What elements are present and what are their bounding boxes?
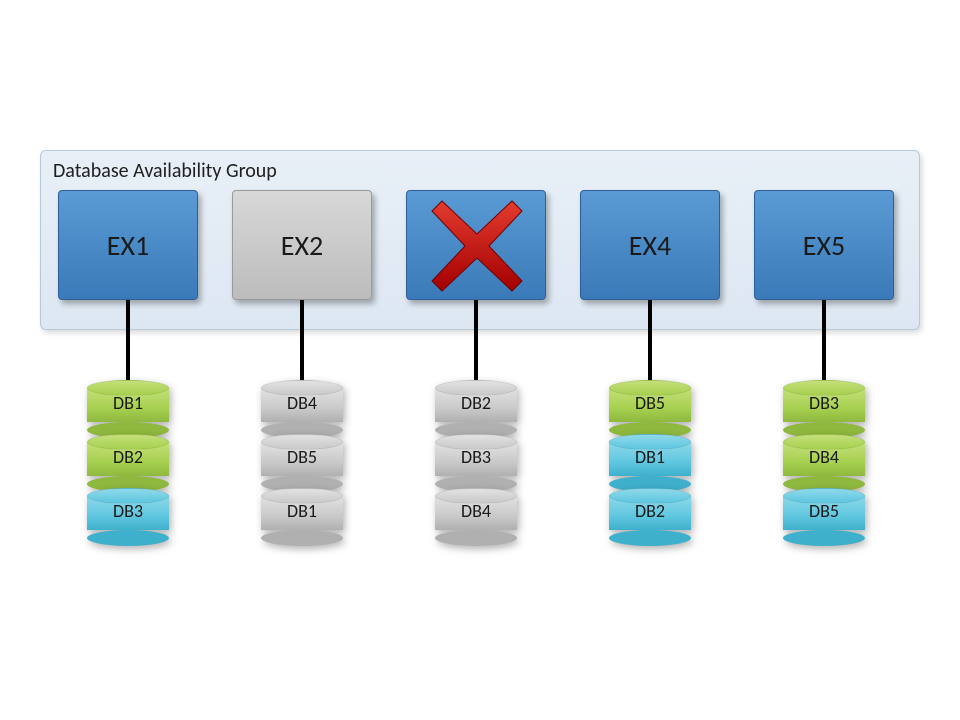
server-label: EX2 xyxy=(281,228,323,263)
database-cylinder: DB3 xyxy=(783,388,865,430)
database-cylinder: DB4 xyxy=(783,442,865,484)
server-label: EX1 xyxy=(107,228,149,263)
database-cylinder: DB1 xyxy=(87,388,169,430)
database-label: DB2 xyxy=(609,500,691,522)
server-label: EX5 xyxy=(803,228,845,263)
database-cylinder: DB2 xyxy=(435,388,517,430)
database-label: DB1 xyxy=(609,446,691,468)
connector-line xyxy=(474,300,478,388)
database-cylinder: DB5 xyxy=(609,388,691,430)
database-label: DB5 xyxy=(783,500,865,522)
database-cylinder: DB1 xyxy=(609,442,691,484)
database-stack: DB3 DB4 DB5 xyxy=(783,388,865,550)
server-label: EX4 xyxy=(629,228,671,263)
database-cylinder: DB1 xyxy=(261,496,343,538)
database-cylinder: DB3 xyxy=(87,496,169,538)
database-cylinder: DB4 xyxy=(261,388,343,430)
database-cylinder: DB2 xyxy=(87,442,169,484)
database-stack: DB4 DB5 DB1 xyxy=(261,388,343,550)
database-label: DB3 xyxy=(87,500,169,522)
database-cylinder: DB2 xyxy=(609,496,691,538)
server-node: EX4 xyxy=(580,190,720,300)
database-label: DB2 xyxy=(87,446,169,468)
server-node: EX2 xyxy=(232,190,372,300)
database-label: DB3 xyxy=(783,392,865,414)
database-label: DB1 xyxy=(87,392,169,414)
connector-line xyxy=(300,300,304,388)
connector-line xyxy=(822,300,826,388)
database-label: DB5 xyxy=(261,446,343,468)
database-stack: DB2 DB3 DB4 xyxy=(435,388,517,550)
database-cylinder: DB4 xyxy=(435,496,517,538)
dag-title: Database Availability Group xyxy=(53,159,277,183)
server-node: EX5 xyxy=(754,190,894,300)
connector-line xyxy=(648,300,652,388)
database-label: DB4 xyxy=(783,446,865,468)
server-node: EX1 xyxy=(58,190,198,300)
database-cylinder: DB5 xyxy=(783,496,865,538)
database-label: DB2 xyxy=(435,392,517,414)
failed-x-icon xyxy=(427,196,527,296)
connector-line xyxy=(126,300,130,388)
database-label: DB3 xyxy=(435,446,517,468)
database-label: DB5 xyxy=(609,392,691,414)
database-cylinder: DB5 xyxy=(261,442,343,484)
server-node xyxy=(406,190,546,300)
database-label: DB4 xyxy=(261,392,343,414)
database-label: DB1 xyxy=(261,500,343,522)
database-cylinder: DB3 xyxy=(435,442,517,484)
database-label: DB4 xyxy=(435,500,517,522)
database-stack: DB5 DB1 DB2 xyxy=(609,388,691,550)
database-stack: DB1 DB2 DB3 xyxy=(87,388,169,550)
